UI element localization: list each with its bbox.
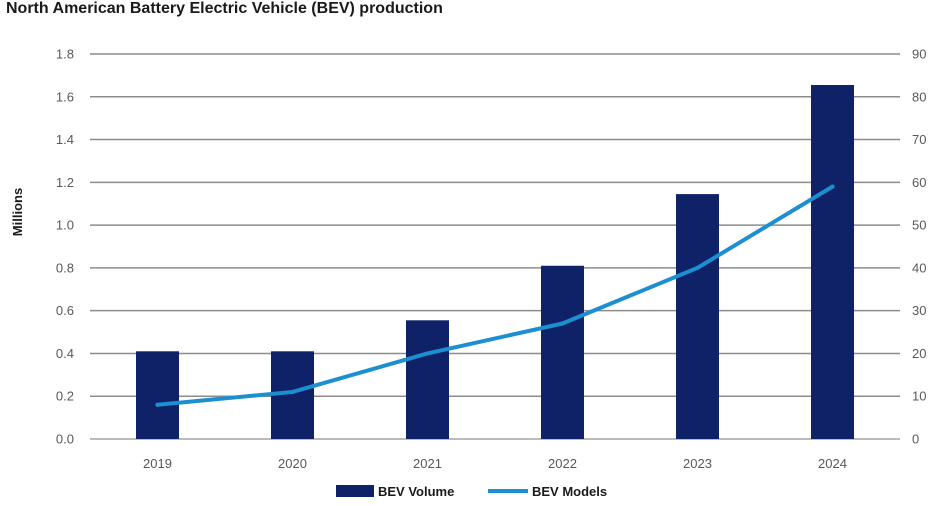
y-axis-label: Millions — [10, 188, 25, 236]
legend-label-bev-models: BEV Models — [532, 484, 607, 499]
y2-tick-label: 30 — [912, 303, 926, 318]
x-tick-label: 2019 — [143, 456, 172, 471]
bar-2023 — [676, 194, 719, 439]
y-tick-label: 0.2 — [56, 389, 74, 404]
y-tick-label: 1.0 — [56, 218, 74, 233]
chart-title: North American Battery Electric Vehicle … — [6, 0, 443, 17]
y-tick-label: 0.6 — [56, 303, 74, 318]
y-tick-label: 1.2 — [56, 175, 74, 190]
line-point-2019 — [155, 402, 160, 407]
x-axis-ticks: 2019 2020 2021 2022 2023 2024 — [143, 456, 847, 471]
line-point-2021 — [425, 351, 430, 356]
y2-tick-label: 0 — [912, 432, 919, 447]
y-tick-label: 0.4 — [56, 346, 74, 361]
right-axis-ticks: 0 10 20 30 40 50 60 70 80 90 — [912, 47, 926, 447]
bar-2022 — [541, 265, 584, 439]
x-tick-label: 2020 — [278, 456, 307, 471]
x-tick-label: 2021 — [413, 456, 442, 471]
bev-models-line — [155, 184, 835, 407]
gridlines — [90, 53, 900, 440]
bar-2024 — [811, 85, 854, 439]
x-tick-label: 2022 — [548, 456, 577, 471]
bar-2019 — [136, 351, 179, 439]
line-series — [155, 184, 835, 407]
line-point-2024 — [830, 184, 835, 189]
y2-tick-label: 70 — [912, 132, 926, 147]
y2-tick-label: 60 — [912, 175, 926, 190]
x-tick-label: 2024 — [818, 456, 847, 471]
x-tick-label: 2023 — [683, 456, 712, 471]
y-tick-label: 0.0 — [56, 432, 74, 447]
y2-tick-label: 50 — [912, 218, 926, 233]
left-axis-ticks: 0.0 0.2 0.4 0.6 0.8 1.0 1.2 1.4 1.6 1.8 — [56, 47, 74, 447]
y-tick-label: 0.8 — [56, 260, 74, 275]
legend-label-bev-volume: BEV Volume — [378, 484, 454, 499]
y2-tick-label: 80 — [912, 89, 926, 104]
legend-swatch-bev-volume — [336, 485, 374, 497]
y-tick-label: 1.4 — [56, 132, 74, 147]
y2-tick-label: 10 — [912, 389, 926, 404]
legend: BEV Volume BEV Models — [336, 484, 607, 499]
line-point-2020 — [290, 389, 295, 394]
bar-series — [136, 85, 854, 439]
bar-2021 — [406, 320, 449, 439]
y2-tick-label: 20 — [912, 346, 926, 361]
line-point-2023 — [695, 265, 700, 270]
y-tick-label: 1.8 — [56, 47, 74, 62]
line-point-2022 — [560, 321, 565, 326]
y2-tick-label: 40 — [912, 260, 926, 275]
y2-tick-label: 90 — [912, 47, 926, 62]
y-tick-label: 1.6 — [56, 89, 74, 104]
